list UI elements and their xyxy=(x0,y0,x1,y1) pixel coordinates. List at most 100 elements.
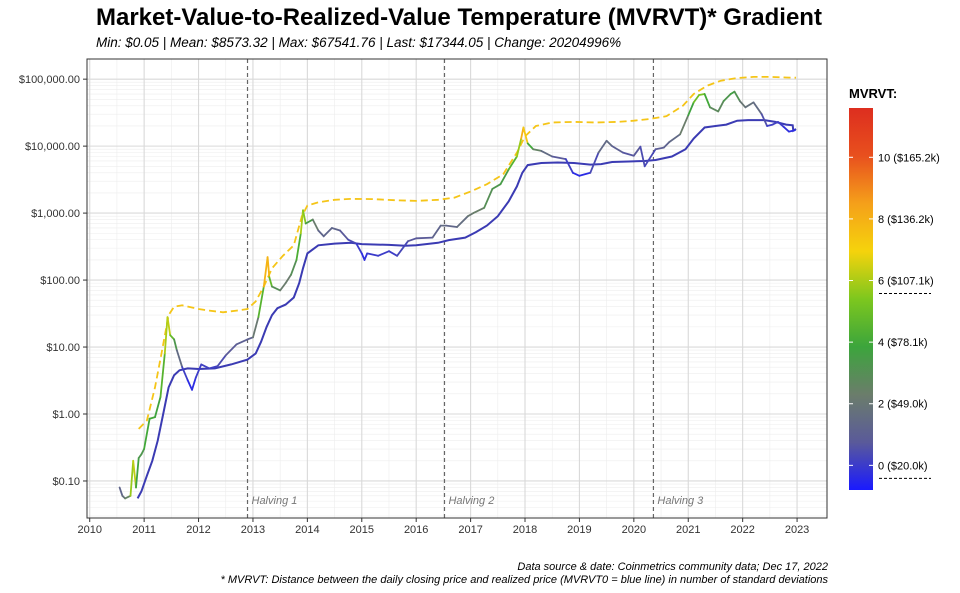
price-segment xyxy=(339,229,350,241)
price-segment xyxy=(632,145,642,157)
price-segment xyxy=(456,215,469,228)
price-segment xyxy=(330,227,341,232)
panel-border xyxy=(86,58,828,519)
price-segment xyxy=(516,137,523,158)
price-segment xyxy=(299,209,304,235)
y-tick-label: $0.10 xyxy=(52,476,80,488)
x-tick-label: 2023 xyxy=(785,524,809,536)
plot-area: $0.10 $1.00 $10.00 $100.00 $1,000.00 $10,000.… xyxy=(19,58,828,536)
price-segment xyxy=(191,376,197,391)
price-segment xyxy=(347,238,358,245)
price-segment xyxy=(687,101,695,117)
price-segment xyxy=(744,101,755,109)
x-tick-label: 2021 xyxy=(676,524,700,536)
price-segment xyxy=(135,457,140,489)
mvrvt6-band-line xyxy=(138,76,797,430)
price-segment xyxy=(129,459,135,497)
price-segment xyxy=(322,227,333,238)
y-tick-label: $10,000.00 xyxy=(25,141,80,153)
price-segment xyxy=(526,142,535,151)
price-segment xyxy=(166,316,172,337)
price-segment xyxy=(163,316,169,355)
legend-label: 0 ($20.0k) xyxy=(878,460,928,472)
price-segment xyxy=(679,114,690,136)
price-segment xyxy=(284,273,292,285)
price-segment xyxy=(216,354,227,368)
price-segment xyxy=(597,139,608,154)
price-segment xyxy=(311,218,320,232)
x-tick-label: 2018 xyxy=(513,524,537,536)
price-segment xyxy=(643,148,657,168)
price-segment xyxy=(483,187,494,209)
price-segment xyxy=(760,113,768,127)
price-segment xyxy=(124,494,132,500)
price-segment xyxy=(782,125,790,133)
price-segment xyxy=(532,148,543,152)
price-segment xyxy=(268,276,273,288)
price-segment xyxy=(295,232,302,261)
price-segment xyxy=(698,93,706,96)
price-segment xyxy=(564,158,574,174)
x-tick-label: 2010 xyxy=(77,524,101,536)
price-segment xyxy=(388,250,399,257)
price-segment xyxy=(169,334,176,341)
price-segment xyxy=(522,126,529,145)
price-segment xyxy=(692,94,700,104)
caption-source: Data source & date: Coinmetrics communit… xyxy=(517,561,828,573)
price-segment xyxy=(252,316,260,339)
x-tick-label: 2013 xyxy=(241,524,265,536)
x-tick-label: 2020 xyxy=(622,524,646,536)
price-segment xyxy=(668,133,681,144)
price-segment xyxy=(491,183,502,190)
legend-label: 8 ($136.2k) xyxy=(878,214,934,226)
price-segment xyxy=(766,123,774,127)
price-segment xyxy=(302,209,307,225)
price-segment xyxy=(279,282,287,292)
price-segment xyxy=(118,486,124,497)
price-segment xyxy=(605,139,613,148)
halving-label: Halving 2 xyxy=(448,495,494,507)
x-tick-label: 2017 xyxy=(458,524,482,536)
halving-label: Halving 3 xyxy=(657,495,704,507)
price-segment xyxy=(363,252,369,261)
price-segment xyxy=(739,100,747,109)
price-segment xyxy=(317,229,325,238)
legend-label: 2 ($49.0k) xyxy=(878,399,928,411)
x-tick-label: 2014 xyxy=(295,524,319,536)
price-segment xyxy=(551,155,567,161)
legend-title: MVRVT: xyxy=(849,86,898,101)
y-tick-label: $10.00 xyxy=(46,342,80,354)
price-segment xyxy=(271,285,282,292)
price-segment xyxy=(622,151,635,157)
price-segment xyxy=(181,366,189,382)
price-segment xyxy=(246,336,254,341)
caption-definition: * MVRVT: Distance between the daily clos… xyxy=(220,574,828,586)
price-segment xyxy=(235,338,249,346)
price-segment xyxy=(143,417,151,450)
price-segment xyxy=(290,258,298,276)
price-segment xyxy=(257,285,265,319)
halving-label: Halving 1 xyxy=(252,495,298,507)
legend-label: 4 ($78.1k) xyxy=(878,337,928,349)
price-segment xyxy=(499,168,510,186)
price-segment xyxy=(355,242,363,255)
price-segment xyxy=(654,146,665,151)
price-segment xyxy=(722,93,732,102)
legend-label: 6 ($107.1k) xyxy=(878,276,934,288)
price-segment xyxy=(788,129,796,133)
price-segment xyxy=(140,448,146,456)
price-segment xyxy=(154,395,162,419)
price-segment xyxy=(208,365,219,370)
price-segment xyxy=(466,212,475,218)
chart-subtitle: Min: $0.05 | Mean: $8573.32 | Max: $6754… xyxy=(96,35,622,50)
price-segment xyxy=(431,224,442,239)
price-segment xyxy=(540,149,554,158)
price-segment xyxy=(662,141,671,149)
price-segment xyxy=(639,145,646,168)
price-segment xyxy=(507,155,518,171)
price-segment xyxy=(589,151,600,174)
x-tick-label: 2019 xyxy=(567,524,591,536)
x-tick-label: 2012 xyxy=(186,524,210,536)
price-segment xyxy=(771,121,779,126)
